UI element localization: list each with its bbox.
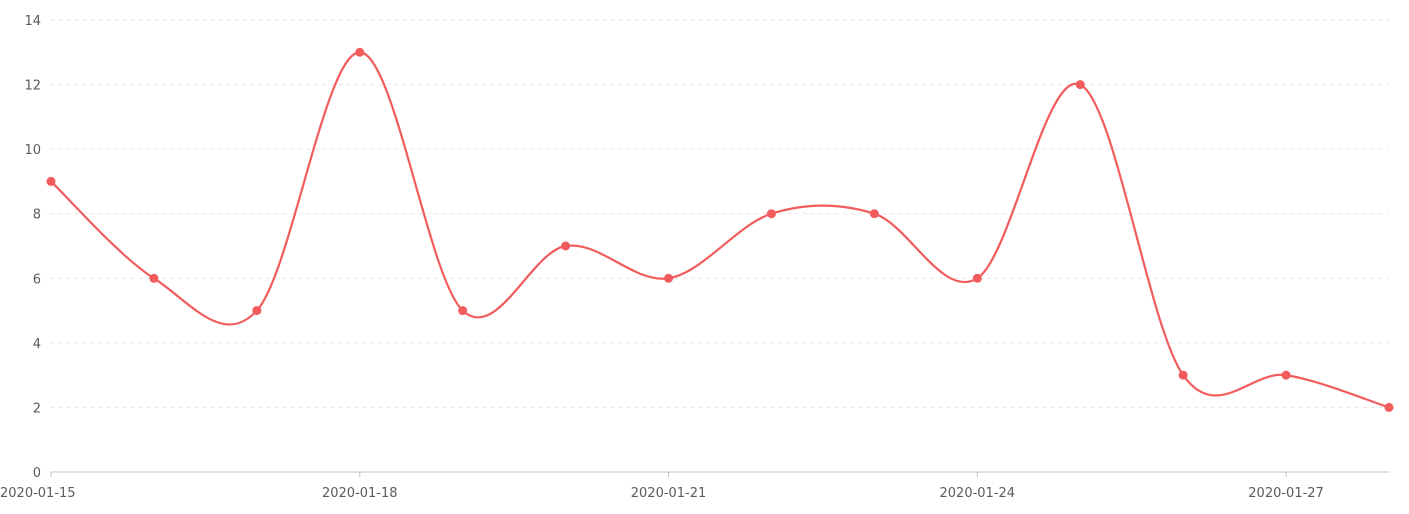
x-tick-label: 2020-01-15	[0, 486, 76, 501]
y-tick-label: 10	[24, 143, 41, 158]
y-tick-label: 4	[33, 337, 41, 352]
data-point[interactable]	[149, 273, 159, 283]
x-tick-label: 2020-01-18	[322, 486, 398, 501]
series-line	[50, 51, 1390, 409]
y-tick-label: 8	[33, 208, 41, 223]
y-tick-label: 6	[33, 272, 41, 287]
data-point[interactable]	[972, 273, 982, 283]
data-point[interactable]	[1384, 402, 1394, 412]
data-point[interactable]	[252, 306, 262, 316]
data-point[interactable]	[355, 47, 365, 57]
data-point[interactable]	[458, 306, 468, 316]
data-point[interactable]	[766, 209, 776, 219]
data-point[interactable]	[561, 241, 571, 251]
grid-lines	[51, 19, 1389, 408]
y-tick-label: 2	[33, 401, 41, 416]
x-tick-label: 2020-01-27	[1248, 486, 1324, 501]
y-axis-tick-labels: 0 2 4 6 8 10 12 14	[24, 14, 41, 481]
y-tick-label: 14	[24, 14, 41, 29]
x-tick-label: 2020-01-24	[940, 486, 1016, 501]
data-point[interactable]	[1281, 370, 1291, 380]
y-tick-label: 0	[33, 466, 41, 481]
data-point[interactable]	[869, 209, 879, 219]
x-axis-ticks: 2020-01-15 2020-01-18 2020-01-21 2020-01-24…	[0, 472, 1324, 501]
data-point[interactable]	[1075, 80, 1085, 90]
data-point[interactable]	[1178, 370, 1188, 380]
y-tick-label: 12	[24, 79, 41, 94]
data-point[interactable]	[46, 176, 56, 186]
data-point[interactable]	[664, 273, 674, 283]
x-tick-label: 2020-01-21	[631, 486, 707, 501]
series-group	[46, 47, 1394, 412]
